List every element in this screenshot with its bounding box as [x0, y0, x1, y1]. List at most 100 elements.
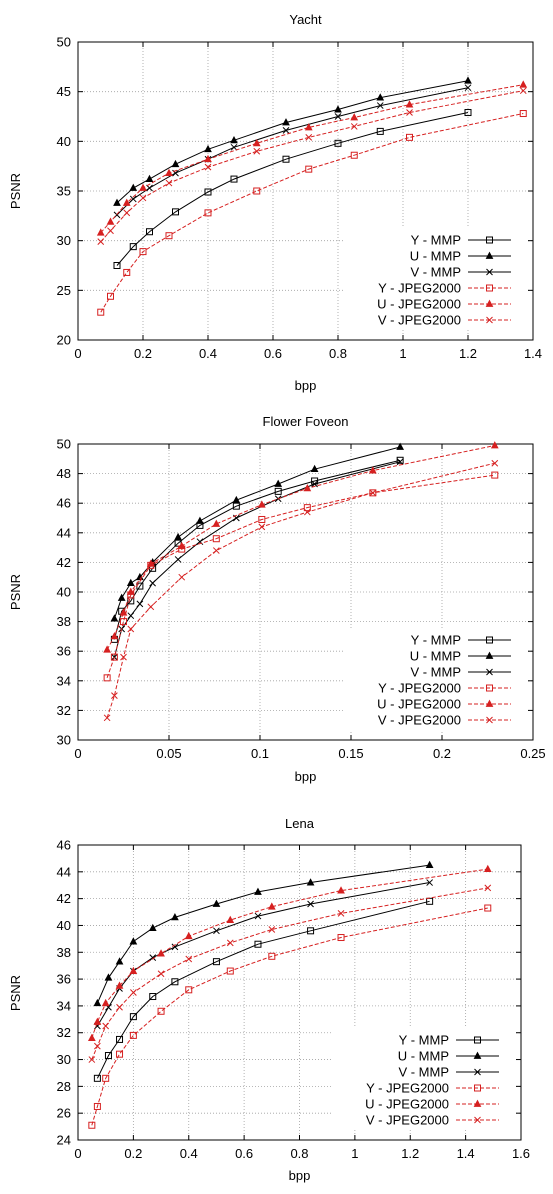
y-tick-label: 44	[57, 864, 71, 879]
series-u-mmp	[93, 860, 434, 1007]
y-tick-label: 44	[57, 525, 71, 540]
data-point	[107, 227, 114, 235]
legend-background	[343, 228, 527, 330]
x-tick-label: 1	[399, 346, 406, 361]
x-tick-label: 0.1	[251, 746, 269, 761]
series-y-jpeg2000	[103, 471, 499, 682]
data-point	[165, 168, 173, 177]
data-point	[139, 183, 147, 191]
data-point	[94, 1042, 101, 1050]
data-point	[304, 123, 313, 131]
legend-label: V - MMP	[410, 665, 461, 680]
data-point	[396, 458, 404, 466]
legend-marker	[486, 316, 493, 324]
legend-marker	[486, 284, 493, 292]
data-point	[171, 159, 180, 168]
data-point	[464, 76, 472, 84]
y-tick-label: 46	[57, 838, 71, 853]
data-point	[212, 519, 221, 527]
legend-label: V - MMP	[410, 265, 461, 280]
data-point	[282, 127, 290, 134]
legend-marker	[473, 1099, 482, 1107]
y-tick-label: 45	[57, 84, 71, 99]
data-point	[111, 692, 118, 699]
y-tick-label: 50	[57, 35, 71, 50]
series-u-mmp	[113, 76, 472, 206]
data-point	[253, 187, 261, 195]
series-line	[113, 461, 401, 658]
data-point	[213, 927, 220, 935]
data-point	[406, 133, 413, 141]
x-tick-label: 0.8	[329, 346, 347, 361]
data-point	[185, 986, 193, 994]
data-point	[93, 1074, 101, 1082]
data-point	[334, 139, 342, 147]
data-point	[117, 593, 126, 601]
data-point	[130, 989, 137, 996]
x-tick-label: 1	[351, 1146, 358, 1161]
data-point	[171, 943, 179, 951]
data-point	[174, 532, 182, 541]
data-point	[149, 579, 156, 587]
data-point	[406, 109, 413, 116]
data-point	[282, 155, 290, 163]
y-tick-label: 40	[57, 918, 71, 933]
data-point	[165, 232, 173, 240]
data-point	[149, 993, 157, 1001]
y-tick-label: 34	[57, 673, 71, 688]
y-tick-label: 38	[57, 614, 71, 629]
data-point	[113, 262, 121, 269]
data-point	[139, 194, 147, 202]
data-point	[254, 912, 262, 920]
data-point	[165, 179, 173, 187]
data-point	[212, 535, 220, 543]
data-point	[102, 1074, 110, 1082]
data-point	[306, 878, 315, 886]
data-point	[174, 556, 182, 563]
series-line	[116, 112, 469, 266]
data-point	[129, 243, 137, 251]
legend-background	[331, 1028, 515, 1130]
series-y-mmp	[113, 109, 472, 269]
data-point	[104, 973, 113, 981]
y-tick-label: 30	[57, 733, 71, 748]
data-point	[196, 516, 204, 524]
y-tick-label: 42	[57, 555, 71, 570]
data-point	[252, 138, 261, 147]
x-axis-label: bpp	[295, 378, 317, 393]
data-point	[396, 442, 405, 450]
data-point	[376, 127, 384, 135]
data-point	[212, 958, 220, 966]
data-point	[177, 541, 186, 550]
data-point	[490, 441, 499, 449]
legend-label: Y - JPEG2000	[366, 1081, 449, 1096]
legend-label: Y - JPEG2000	[378, 281, 461, 296]
data-point	[157, 1007, 165, 1015]
data-point	[464, 84, 472, 92]
data-point	[136, 600, 144, 608]
data-point	[204, 154, 212, 163]
data-point	[307, 927, 315, 935]
data-point	[258, 523, 266, 531]
data-point	[126, 578, 135, 587]
data-point	[257, 500, 266, 508]
data-point	[254, 940, 262, 948]
y-tick-label: 38	[57, 945, 71, 960]
x-tick-label: 0	[74, 746, 81, 761]
y-tick-label: 26	[57, 1106, 71, 1121]
data-point	[230, 143, 238, 151]
data-point	[232, 495, 241, 504]
legend-marker	[486, 668, 493, 676]
legend-marker	[474, 1036, 481, 1044]
data-point	[172, 208, 179, 216]
legend-marker	[486, 684, 493, 692]
data-point	[519, 110, 527, 118]
data-point	[311, 480, 318, 488]
data-point	[268, 952, 276, 960]
data-point	[310, 464, 319, 473]
data-point	[305, 134, 313, 141]
data-point	[268, 926, 276, 933]
x-tick-label: 1.4	[457, 1146, 475, 1161]
